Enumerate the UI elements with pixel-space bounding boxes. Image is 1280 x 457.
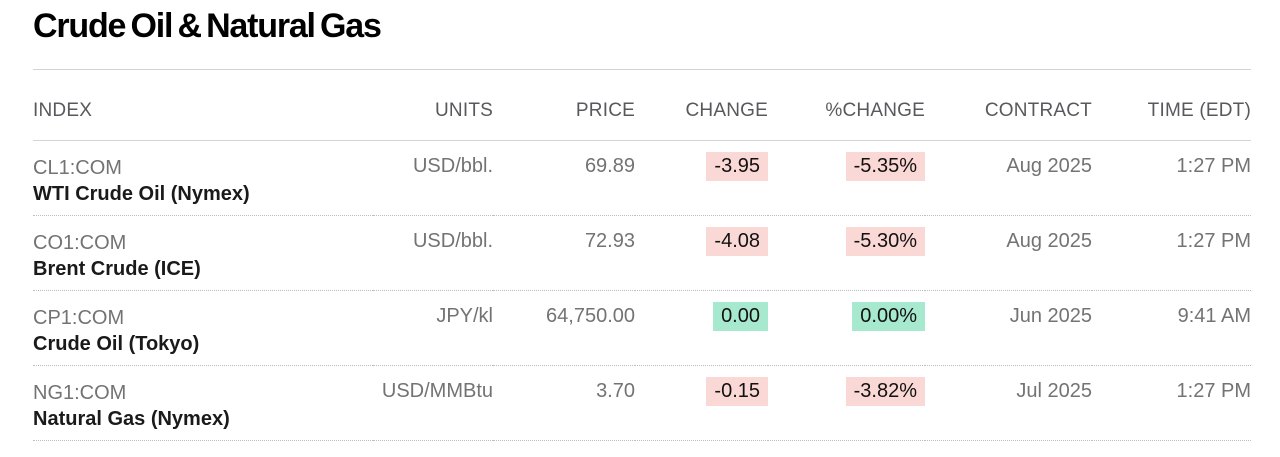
pct-change-cell: -3.82% xyxy=(768,365,925,441)
pct-change-badge: -5.35% xyxy=(845,151,925,181)
table-row: CL1:COM WTI Crude Oil (Nymex) USD/bbl. 6… xyxy=(33,140,1251,216)
table-header-row: INDEX UNITS PRICE CHANGE %CHANGE CONTRAC… xyxy=(33,70,1251,141)
ticker-link[interactable]: CO1:COM xyxy=(33,231,127,254)
contract-cell: Jun 2025 xyxy=(925,290,1092,366)
change-badge: -4.08 xyxy=(706,226,768,256)
change-badge: 0.00 xyxy=(713,301,768,331)
price-cell: 69.89 xyxy=(493,140,635,216)
contract-cell: Aug 2025 xyxy=(925,215,1092,291)
index-cell: CO1:COM Brent Crude (ICE) xyxy=(33,215,373,291)
column-header-contract: CONTRACT xyxy=(925,70,1092,141)
instrument-name: Brent Crude (ICE) xyxy=(33,257,201,280)
index-cell: CP1:COM Crude Oil (Tokyo) xyxy=(33,290,373,366)
change-badge: -0.15 xyxy=(706,376,768,406)
contract-cell: Jul 2025 xyxy=(925,365,1092,441)
ticker-link[interactable]: CL1:COM xyxy=(33,156,122,179)
ticker-link[interactable]: CP1:COM xyxy=(33,306,125,329)
column-header-change: CHANGE xyxy=(635,70,768,141)
page-title: Crude Oil & Natural Gas xyxy=(33,7,382,45)
index-cell: NG1:COM Natural Gas (Nymex) xyxy=(33,365,373,441)
time-cell: 1:27 PM xyxy=(1092,140,1251,216)
change-cell: -3.95 xyxy=(635,140,768,216)
commodities-table: INDEX UNITS PRICE CHANGE %CHANGE CONTRAC… xyxy=(33,70,1251,441)
units-cell: USD/bbl. xyxy=(373,140,493,216)
contract-cell: Aug 2025 xyxy=(925,140,1092,216)
units-cell: JPY/kl xyxy=(373,290,493,366)
column-header-price: PRICE xyxy=(493,70,635,141)
crude-oil-natural-gas-section: Crude Oil & Natural Gas INDEX UNITS PRIC… xyxy=(33,0,1251,441)
column-header-pct-change: %CHANGE xyxy=(768,70,925,141)
change-cell: -0.15 xyxy=(635,365,768,441)
price-cell: 72.93 xyxy=(493,215,635,291)
change-cell: -4.08 xyxy=(635,215,768,291)
table-row: CP1:COM Crude Oil (Tokyo) JPY/kl 64,750.… xyxy=(33,290,1251,366)
pct-change-badge: -3.82% xyxy=(845,376,925,406)
units-cell: USD/MMBtu xyxy=(373,365,493,441)
instrument-name: WTI Crude Oil (Nymex) xyxy=(33,182,250,205)
change-cell: 0.00 xyxy=(635,290,768,366)
price-cell: 3.70 xyxy=(493,365,635,441)
time-cell: 1:27 PM xyxy=(1092,215,1251,291)
time-cell: 9:41 AM xyxy=(1092,290,1251,366)
ticker-link[interactable]: NG1:COM xyxy=(33,381,127,404)
pct-change-cell: 0.00% xyxy=(768,290,925,366)
instrument-name: Natural Gas (Nymex) xyxy=(33,407,230,430)
table-row: NG1:COM Natural Gas (Nymex) USD/MMBtu 3.… xyxy=(33,365,1251,441)
column-header-index: INDEX xyxy=(33,70,373,141)
table-row: CO1:COM Brent Crude (ICE) USD/bbl. 72.93… xyxy=(33,215,1251,291)
pct-change-badge: -5.30% xyxy=(845,226,925,256)
index-cell: CL1:COM WTI Crude Oil (Nymex) xyxy=(33,140,373,216)
section-header: Crude Oil & Natural Gas xyxy=(33,0,1251,70)
column-header-time: TIME (EDT) xyxy=(1092,70,1251,141)
pct-change-badge: 0.00% xyxy=(852,301,925,331)
instrument-name: Crude Oil (Tokyo) xyxy=(33,332,200,355)
change-badge: -3.95 xyxy=(706,151,768,181)
price-cell: 64,750.00 xyxy=(493,290,635,366)
units-cell: USD/bbl. xyxy=(373,215,493,291)
time-cell: 1:27 PM xyxy=(1092,365,1251,441)
pct-change-cell: -5.35% xyxy=(768,140,925,216)
pct-change-cell: -5.30% xyxy=(768,215,925,291)
column-header-units: UNITS xyxy=(373,70,493,141)
